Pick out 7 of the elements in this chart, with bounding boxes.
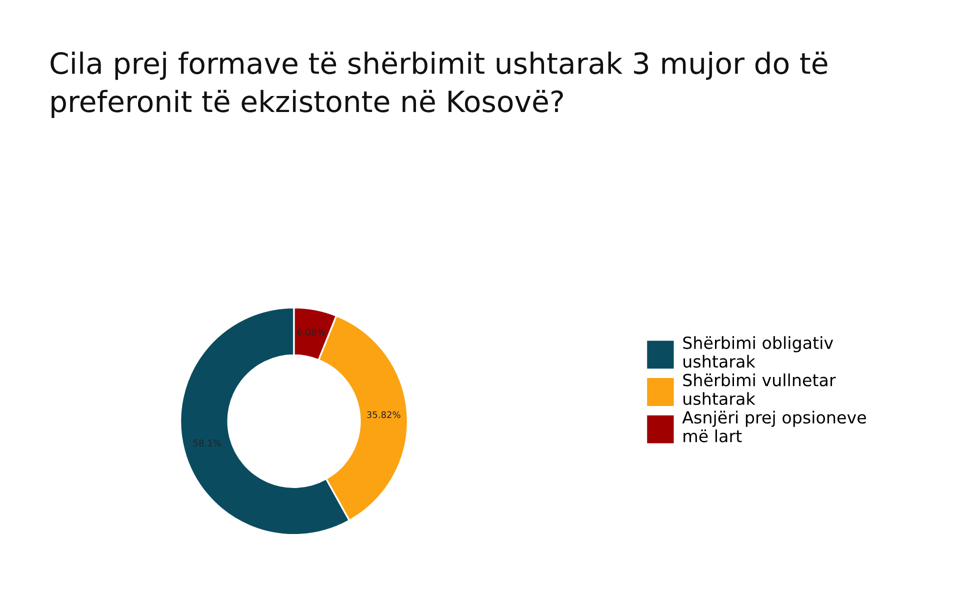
chart-title: Cila prej formave të shërbimit ushtarak 3 mujor do të preferonit të ekzistonte në Kosovë? bbox=[50, 52, 828, 118]
data-label: 6.08% bbox=[297, 328, 325, 336]
data-label: 58.1% bbox=[193, 440, 221, 446]
legend-label: Asnjëri prej opsioneve më lart bbox=[682, 410, 866, 442]
legend-label: Shërbimi vullnetar ushtarak bbox=[683, 373, 836, 406]
data-label: 35.82% bbox=[367, 411, 400, 418]
legend-label: Shërbimi obligativ ushtarak bbox=[683, 336, 834, 368]
